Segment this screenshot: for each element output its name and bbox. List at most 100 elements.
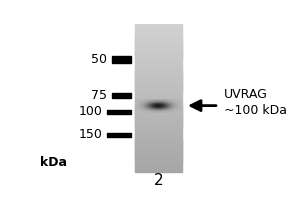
Bar (135, 92, 182, 93)
Bar (135, 77, 182, 78)
Bar (135, 31, 182, 32)
Bar (135, 96, 182, 97)
Bar (135, 84, 182, 85)
Bar (135, 110, 182, 111)
Bar (135, 38, 182, 39)
Bar (135, 54, 182, 55)
Bar (135, 112, 182, 113)
Bar (135, 42, 182, 43)
Bar (135, 47, 182, 48)
Bar (135, 58, 182, 59)
Bar (112, 56, 130, 62)
Bar (135, 120, 182, 121)
Bar (135, 118, 182, 119)
Bar (135, 60, 182, 61)
Bar (135, 158, 182, 159)
Bar (135, 155, 182, 156)
Bar (135, 86, 182, 87)
Bar (135, 71, 182, 72)
Bar (135, 119, 182, 120)
Bar (135, 137, 182, 138)
Bar (135, 91, 182, 92)
Bar (135, 76, 182, 77)
Bar (135, 48, 182, 49)
Bar (135, 61, 182, 62)
Bar (107, 133, 130, 137)
Bar (135, 143, 182, 144)
Bar (135, 73, 182, 74)
Bar (135, 50, 182, 51)
Bar (135, 83, 182, 84)
Bar (135, 142, 182, 143)
Bar (135, 82, 182, 83)
Bar (135, 44, 182, 45)
Bar (135, 39, 182, 40)
Bar (135, 81, 182, 82)
Bar (135, 79, 182, 80)
Bar (135, 57, 182, 58)
Bar (135, 102, 182, 103)
Bar (135, 123, 182, 124)
Bar (135, 146, 182, 147)
Bar (135, 72, 182, 73)
Bar (135, 77, 182, 78)
Bar (135, 106, 182, 107)
Bar (135, 146, 182, 147)
Bar (135, 107, 182, 108)
Bar (135, 46, 182, 47)
Bar (135, 119, 182, 120)
Bar (135, 151, 182, 152)
Bar (135, 130, 182, 131)
Bar (135, 39, 182, 40)
Bar (135, 104, 182, 105)
Bar (135, 132, 182, 133)
Bar (135, 47, 182, 48)
Bar (135, 113, 182, 114)
Bar (135, 41, 182, 42)
Bar (135, 45, 182, 46)
Bar (135, 59, 182, 60)
Bar (135, 80, 182, 81)
Bar (135, 38, 182, 39)
Bar (135, 90, 182, 91)
Bar (135, 116, 182, 117)
Bar (135, 49, 182, 50)
Bar (135, 55, 182, 56)
Bar (135, 145, 182, 146)
Text: UVRAG: UVRAG (224, 88, 267, 101)
Bar (135, 123, 182, 124)
Bar (135, 107, 182, 108)
Bar (135, 108, 182, 109)
Bar (135, 127, 182, 128)
Bar (135, 112, 182, 113)
Bar (135, 118, 182, 119)
Text: 100: 100 (79, 105, 103, 118)
Bar (135, 76, 182, 77)
Bar (135, 26, 182, 27)
Bar (135, 71, 182, 72)
Bar (135, 69, 182, 70)
Bar (135, 73, 182, 74)
Bar (135, 157, 182, 158)
Bar (135, 139, 182, 140)
Bar (135, 82, 182, 83)
Bar (135, 78, 182, 79)
Bar (135, 51, 182, 52)
Bar (135, 151, 182, 152)
Bar (112, 93, 130, 98)
Bar (135, 33, 182, 34)
Bar (135, 121, 182, 122)
Bar (135, 85, 182, 86)
Bar (135, 167, 182, 168)
Bar (135, 56, 182, 57)
Bar (135, 57, 182, 58)
Bar (135, 89, 182, 90)
Text: ~100 kDa: ~100 kDa (224, 104, 286, 117)
Text: kDa: kDa (40, 156, 67, 169)
Bar (135, 83, 182, 84)
Bar (135, 110, 182, 111)
Bar (135, 66, 182, 67)
Bar (135, 142, 182, 143)
Bar (135, 117, 182, 118)
Bar (135, 155, 182, 156)
